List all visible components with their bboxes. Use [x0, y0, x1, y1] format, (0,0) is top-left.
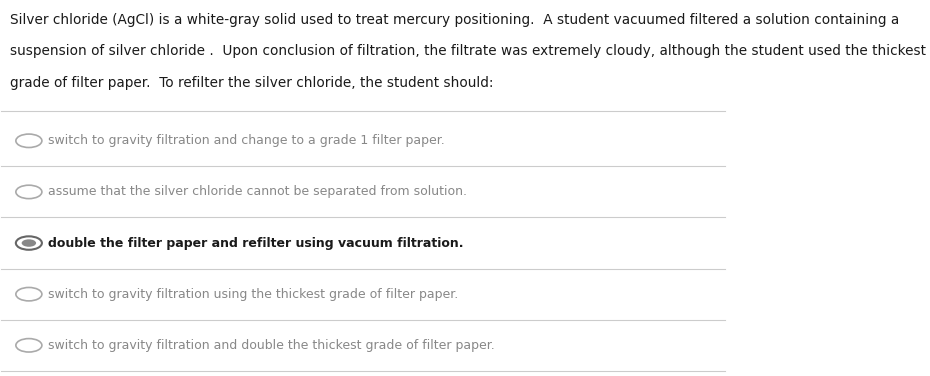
Text: double the filter paper and refilter using vacuum filtration.: double the filter paper and refilter usi…	[48, 237, 464, 250]
Text: switch to gravity filtration and double the thickest grade of filter paper.: switch to gravity filtration and double …	[48, 339, 495, 352]
Text: Silver chloride (AgCl) is a white-gray solid used to treat mercury positioning. : Silver chloride (AgCl) is a white-gray s…	[10, 12, 899, 27]
Text: switch to gravity filtration using the thickest grade of filter paper.: switch to gravity filtration using the t…	[48, 288, 458, 301]
Text: switch to gravity filtration and change to a grade 1 filter paper.: switch to gravity filtration and change …	[48, 134, 445, 147]
Text: suspension of silver chloride .  Upon conclusion of filtration, the filtrate was: suspension of silver chloride . Upon con…	[10, 44, 926, 58]
Circle shape	[21, 239, 36, 247]
Text: grade of filter paper.  To refilter the silver chloride, the student should:: grade of filter paper. To refilter the s…	[10, 76, 494, 90]
Text: assume that the silver chloride cannot be separated from solution.: assume that the silver chloride cannot b…	[48, 185, 468, 199]
